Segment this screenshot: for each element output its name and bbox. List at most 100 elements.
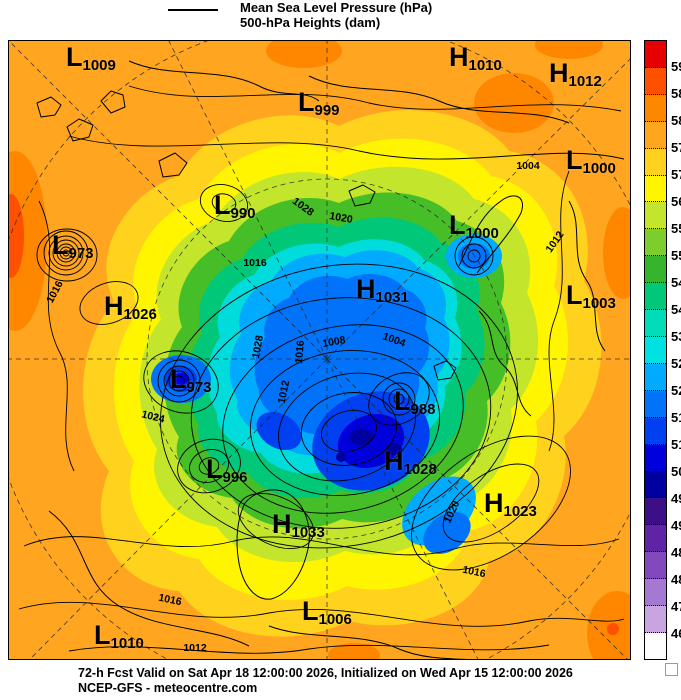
pressure-center-l988: L 988 [394, 386, 436, 418]
chart-title: Mean Sea Level Pressure (hPa) 500-hPa He… [240, 0, 432, 30]
pressure-center-h1033: H 1033 [272, 509, 325, 541]
colorbar-tick-label: 546 [671, 275, 681, 291]
pressure-letter: L [302, 596, 318, 626]
pressure-center-l1000: L 1000 [566, 145, 616, 177]
colorbar-segment [645, 202, 666, 230]
pressure-value: 990 [230, 205, 256, 222]
colorbar-segment [645, 579, 666, 607]
pressure-value: 1010 [468, 57, 502, 74]
colorbar-segment [645, 632, 666, 659]
pressure-value: 988 [410, 401, 436, 418]
mslp-legend-line [168, 9, 218, 11]
graticule [9, 41, 630, 659]
pressure-value: 1000 [582, 160, 616, 177]
pressure-center-h1031: H 1031 [356, 274, 409, 306]
contour-label: 1016 [243, 257, 267, 269]
colorbar-tick-label: 552 [671, 248, 681, 264]
colorbar-segment [645, 552, 666, 580]
pressure-center-l1010: L 1010 [94, 620, 144, 652]
colorbar-segment [645, 336, 666, 364]
pressure-value: 1026 [123, 306, 157, 323]
contour-label: 1012 [183, 642, 207, 654]
forecast-caption: 72-h Fcst Valid on Sat Apr 18 12:00:00 2… [78, 666, 573, 696]
colorbar-tick-label: 540 [671, 302, 681, 318]
pressure-letter: L [566, 280, 582, 310]
colorbar-tick-label: 576 [671, 140, 681, 156]
pressure-letter: L [94, 620, 110, 650]
pressure-letter: H [549, 58, 568, 88]
weather-map [8, 40, 631, 660]
colorbar-tick-label: 588 [671, 86, 681, 102]
pressure-letter: H [484, 488, 503, 518]
contour-label: 1004 [516, 160, 540, 172]
height-fill-warm-patches [9, 41, 630, 659]
pressure-value: 1009 [82, 57, 116, 74]
pressure-letter: L [170, 364, 186, 394]
colorbar-tick-label: 474 [671, 598, 681, 614]
colorbar-tick-label: 468 [671, 625, 681, 641]
colorbar-segment [645, 363, 666, 391]
model-source-text: NCEP-GFS - meteocentre.com [78, 681, 258, 695]
pressure-center-l996: L 996 [206, 456, 248, 486]
contour-lines [18, 85, 625, 654]
pressure-value: 999 [314, 102, 340, 119]
colorbar-tick-label: 582 [671, 113, 681, 129]
pressure-letter: L [66, 42, 82, 72]
colorbar-tick-label: 492 [671, 517, 681, 533]
colorbar-segment [645, 390, 666, 418]
pressure-center-l990: L 990 [214, 192, 256, 222]
pressure-letter: H [356, 274, 375, 304]
pressure-letter: L [394, 386, 410, 416]
pressure-value: 1012 [568, 73, 602, 90]
pressure-letter: H [384, 446, 403, 476]
pressure-letter: H [272, 509, 291, 539]
weather-map-svg [9, 41, 630, 659]
colorbar-tick-label: 522 [671, 382, 681, 398]
colorbar-tick-label: 528 [671, 355, 681, 371]
pressure-value: 1031 [375, 289, 409, 306]
colorbar-tick-label: 498 [671, 490, 681, 506]
colorbar-segment [645, 94, 666, 122]
pressure-center-l1006: L 1006 [302, 596, 352, 628]
pressure-center-l999: L 999 [298, 87, 340, 119]
pressure-value: 1003 [582, 295, 616, 312]
colorbar-tick-label: 480 [671, 571, 681, 587]
pressure-center-l1000: L 1000 [449, 210, 499, 242]
pressure-center-l973: L 973 [52, 232, 94, 262]
pressure-value: 1033 [291, 524, 325, 541]
pressure-letter: L [566, 145, 582, 175]
colorbar-segment [645, 41, 666, 68]
pressure-value: 1023 [503, 503, 537, 520]
pressure-value: 996 [222, 469, 248, 486]
colorbar-tick-label: 594 [671, 59, 681, 75]
pressure-center-l973: L 973 [170, 364, 212, 396]
pressure-center-l1009: L 1009 [66, 42, 116, 74]
colorbar-tick-label: 510 [671, 436, 681, 452]
colorbar-segment [645, 417, 666, 445]
colorbar-segment [645, 525, 666, 553]
colorbar-segment [645, 444, 666, 472]
colorbar-segment [645, 148, 666, 176]
colorbar-segment [645, 283, 666, 311]
colorbar-segment [645, 121, 666, 149]
pressure-center-l1003: L 1003 [566, 280, 616, 312]
pressure-center-h1012: H 1012 [549, 58, 602, 90]
pressure-value: 1028 [403, 461, 437, 478]
pressure-letter: L [298, 87, 314, 117]
colorbar-tick-label: 516 [671, 409, 681, 425]
title-line-mslp: Mean Sea Level Pressure (hPa) [240, 0, 433, 15]
pressure-letter: L [449, 210, 465, 240]
pressure-value: 1010 [110, 635, 144, 652]
colorbar-tick-label: 534 [671, 329, 681, 345]
pressure-value: 1006 [318, 611, 352, 628]
height-colorbar [644, 40, 667, 660]
colorbar-segment [645, 175, 666, 203]
colorbar-segment [645, 67, 666, 95]
colorbar-segment [645, 256, 666, 284]
pressure-center-h1023: H 1023 [484, 488, 537, 520]
valid-time-text: 72-h Fcst Valid on Sat Apr 18 12:00:00 2… [78, 666, 573, 680]
pressure-value: 973 [68, 245, 94, 262]
pressure-letter: H [449, 42, 468, 72]
title-line-heights: 500-hPa Heights (dam) [240, 15, 381, 30]
colorbar-segment [645, 606, 666, 633]
